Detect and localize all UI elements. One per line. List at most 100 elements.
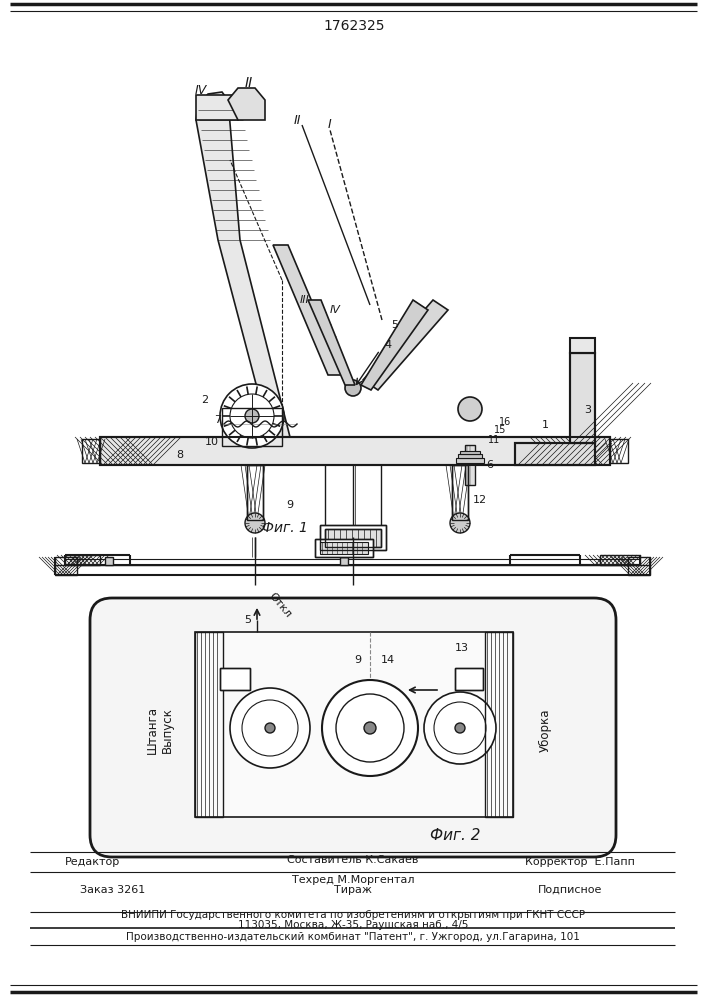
Bar	[458, 454, 482, 458]
Text: Заказ 3261: Заказ 3261	[80, 885, 145, 895]
Text: 5: 5	[392, 320, 399, 330]
Bar	[247, 465, 263, 520]
Text: 5: 5	[245, 615, 252, 625]
Text: 3: 3	[585, 405, 592, 415]
Bar	[570, 338, 595, 353]
Bar	[195, 632, 223, 817]
Bar	[55, 557, 77, 575]
Text: II: II	[245, 76, 253, 90]
Polygon shape	[361, 300, 428, 390]
Circle shape	[245, 513, 265, 533]
FancyBboxPatch shape	[90, 598, 616, 857]
Circle shape	[230, 688, 310, 768]
Bar	[220, 668, 250, 690]
Bar	[515, 443, 595, 465]
Text: 15: 15	[493, 425, 506, 435]
Bar	[65, 555, 100, 565]
Text: Составитель К.Сакаев: Составитель К.Сакаев	[287, 855, 419, 865]
Text: Штанга
Выпуск: Штанга Выпуск	[146, 706, 174, 754]
Text: 4: 4	[385, 340, 392, 350]
Text: 113035, Москва, Ж-35, Раушская наб., 4/5: 113035, Москва, Ж-35, Раушская наб., 4/5	[238, 920, 468, 930]
Polygon shape	[363, 300, 448, 390]
Bar	[100, 437, 610, 465]
Bar	[222, 408, 282, 446]
Polygon shape	[196, 95, 238, 120]
Text: 14: 14	[381, 655, 395, 665]
Bar	[320, 525, 386, 550]
Circle shape	[265, 723, 275, 733]
Bar	[600, 555, 640, 565]
Circle shape	[245, 409, 259, 423]
Bar	[220, 668, 250, 690]
Text: Редактор: Редактор	[65, 857, 120, 867]
Bar	[610, 439, 628, 463]
Circle shape	[322, 680, 418, 776]
Circle shape	[424, 692, 496, 764]
Text: 1762325: 1762325	[323, 19, 385, 33]
Bar	[455, 668, 483, 690]
Circle shape	[242, 700, 298, 756]
Bar	[460, 451, 480, 454]
Circle shape	[345, 380, 361, 396]
Text: 13: 13	[455, 643, 469, 653]
Bar	[320, 542, 368, 554]
Text: Производственно-издательский комбинат "Патент", г. Ужгород, ул.Гагарина, 101: Производственно-издательский комбинат "П…	[126, 932, 580, 942]
Bar	[105, 557, 113, 565]
Bar	[628, 557, 650, 575]
Bar	[247, 465, 263, 520]
Bar	[452, 465, 468, 520]
Text: IV: IV	[195, 84, 207, 97]
Text: Откл: Откл	[267, 591, 293, 619]
Text: Фиг. 2: Фиг. 2	[430, 828, 481, 842]
Text: Корректор  Е.Папп: Корректор Е.Папп	[525, 857, 635, 867]
Text: 2: 2	[201, 395, 209, 405]
Text: 9: 9	[354, 655, 361, 665]
Circle shape	[220, 384, 284, 448]
Polygon shape	[273, 245, 343, 375]
Bar	[455, 668, 483, 690]
Text: ВНИИПИ Государственного комитета по изобретениям и открытиям при ГКНТ СССР: ВНИИПИ Государственного комитета по изоб…	[121, 910, 585, 920]
Text: 9: 9	[286, 500, 293, 510]
Text: I: I	[328, 117, 332, 130]
Bar	[465, 445, 475, 485]
Circle shape	[458, 397, 482, 421]
Bar	[515, 443, 595, 465]
Bar	[456, 458, 484, 463]
Text: Подписное: Подписное	[538, 885, 602, 895]
Text: 16: 16	[499, 417, 511, 427]
Bar	[452, 465, 468, 520]
Bar	[325, 529, 381, 547]
Circle shape	[455, 723, 465, 733]
Text: Тираж: Тираж	[334, 885, 372, 895]
Text: IV: IV	[329, 305, 341, 315]
Text: III: III	[300, 295, 310, 305]
Bar	[570, 353, 595, 443]
Polygon shape	[228, 88, 265, 120]
Bar	[340, 557, 348, 565]
Bar	[100, 437, 610, 465]
Bar	[325, 529, 381, 547]
Circle shape	[434, 702, 486, 754]
Circle shape	[450, 513, 470, 533]
Text: 11: 11	[488, 435, 500, 445]
Text: 12: 12	[473, 495, 487, 505]
Circle shape	[364, 722, 376, 734]
Text: Техред М.Моргентал: Техред М.Моргентал	[292, 875, 414, 885]
Bar	[320, 525, 386, 550]
Text: 1: 1	[542, 420, 549, 430]
Text: II: II	[293, 113, 300, 126]
Text: 10: 10	[205, 437, 219, 447]
Circle shape	[336, 694, 404, 762]
Bar	[315, 539, 373, 557]
Bar	[315, 539, 373, 557]
Polygon shape	[196, 92, 290, 437]
Polygon shape	[308, 300, 355, 385]
Text: 6: 6	[486, 460, 493, 470]
Text: 7: 7	[214, 415, 221, 425]
Bar	[570, 353, 595, 443]
Bar	[195, 632, 513, 817]
Bar	[82, 439, 100, 463]
Circle shape	[230, 394, 274, 438]
Text: Уборка: Уборка	[539, 708, 551, 752]
Text: Фиг. 1: Фиг. 1	[262, 521, 308, 535]
